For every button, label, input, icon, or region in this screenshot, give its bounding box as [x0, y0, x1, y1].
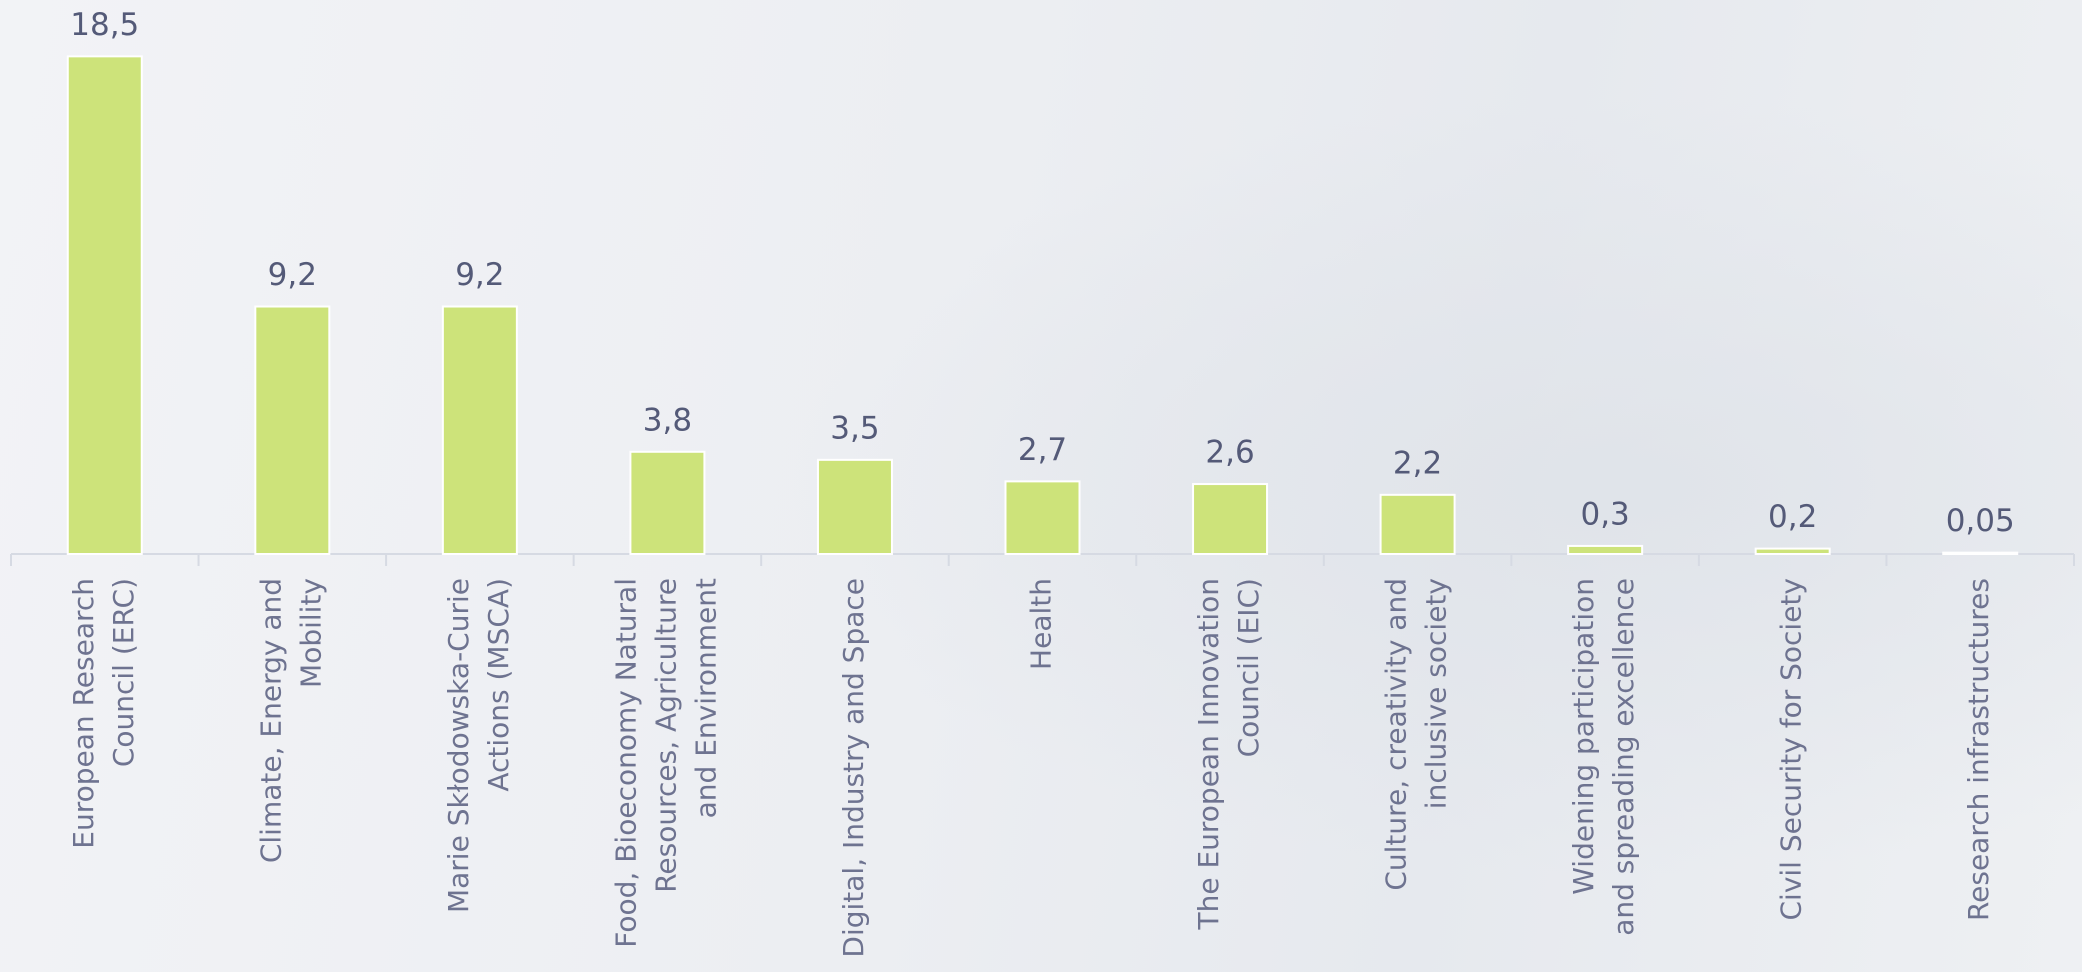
- x-tick-label: Food, Bioeconomy Natural: [609, 578, 642, 948]
- x-tick-label: Council (ERC): [107, 578, 140, 767]
- bar: [1942, 551, 2019, 556]
- x-tick-label: Research infrastructures: [1962, 578, 1995, 921]
- x-tick-label: inclusive society: [1420, 578, 1453, 809]
- value-label: 3,5: [830, 410, 879, 446]
- value-label: 0,05: [1946, 503, 2015, 539]
- value-label: 0,2: [1768, 499, 1817, 535]
- bar: [1754, 547, 1831, 555]
- x-tick-label: Marie Skłodowska-Curie: [442, 578, 475, 913]
- value-label: 2,2: [1393, 445, 1442, 481]
- value-label: 2,6: [1205, 435, 1254, 471]
- x-tick-label: and Environment: [689, 578, 722, 818]
- value-label: 3,8: [643, 402, 692, 438]
- x-tick-label: The European Innovation: [1192, 578, 1225, 931]
- bar: [1379, 493, 1456, 556]
- bar: [66, 55, 143, 555]
- x-tick-label: Council (EIC): [1232, 578, 1265, 757]
- value-label: 2,7: [1018, 432, 1067, 468]
- bar: [1192, 483, 1269, 555]
- x-tick-label: Actions (MSCA): [482, 578, 515, 792]
- bar: [816, 458, 893, 556]
- x-tick-label: Mobility: [294, 578, 327, 688]
- bar: [1567, 544, 1644, 555]
- value-label: 9,2: [455, 257, 504, 293]
- x-tick-label: Health: [1025, 578, 1058, 670]
- bar: [1004, 480, 1081, 555]
- value-label: 18,5: [70, 7, 139, 43]
- value-label: 9,2: [268, 257, 317, 293]
- x-tick-label: Climate, Energy and: [254, 578, 287, 863]
- value-label: 0,3: [1580, 496, 1629, 532]
- x-tick-label: Resources, Agriculture: [649, 578, 682, 893]
- x-tick-label: Civil Security for Society: [1775, 578, 1808, 921]
- x-tick-label: Widening participation: [1567, 578, 1600, 895]
- x-tick-label: and spreading excellence: [1607, 578, 1640, 936]
- bar: [254, 305, 331, 555]
- bar: [629, 450, 706, 555]
- bar: [441, 305, 518, 555]
- x-tick-label: Culture, creativity and: [1380, 578, 1413, 891]
- x-tick-label: European Research: [67, 578, 100, 849]
- x-tick-label: Digital, Industry and Space: [837, 578, 870, 958]
